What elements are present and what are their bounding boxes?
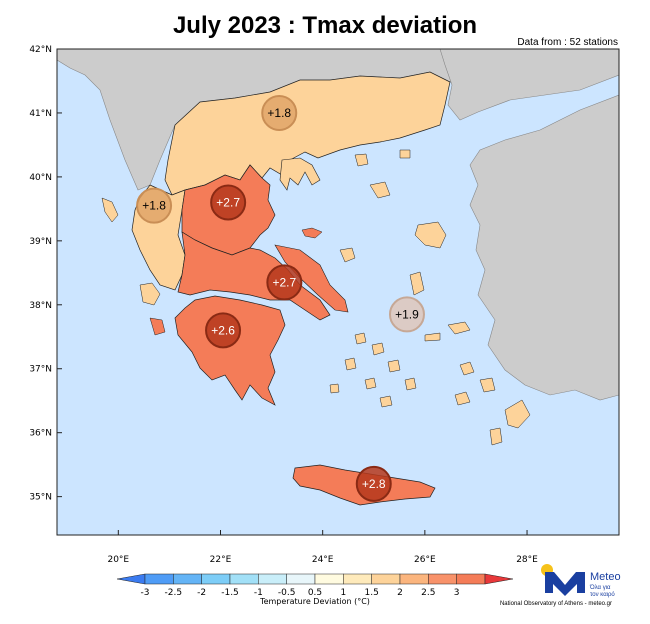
colorbar-segment	[144, 573, 174, 585]
colorbar-tick-label: -1	[254, 588, 263, 598]
colorbar-tick-label: 0.5	[308, 588, 322, 598]
deviation-bubble-label: +2.6	[211, 323, 235, 337]
colorbar-segment	[286, 573, 316, 585]
lesvos	[414, 221, 447, 249]
brand-tagline-2: τον καιρό	[590, 591, 615, 598]
colorbar: -3 -2.5 -2 -1.5 -1 -0.5 0.5 1 1.5 2 2.5 3	[116, 573, 514, 598]
colorbar-tick-label: -2.5	[165, 588, 183, 598]
deviation-bubble-label: +2.7	[273, 275, 297, 289]
credit-line: National Observatory of Athens - meteo.g…	[500, 601, 612, 607]
colorbar-tick-label: -1.5	[221, 588, 239, 598]
neighbour-turkey-europe	[439, 49, 619, 121]
lat-tick-label: 40°N	[29, 173, 52, 183]
colorbar-segment	[399, 573, 429, 585]
lon-tick-label: 24°E	[312, 555, 334, 565]
deviation-bubbles: +1.8 +1.8 +2.7 +2.7 +2.6 +1.9 +2.8	[136, 94, 425, 502]
lat-tick-label: 35°N	[29, 493, 52, 503]
colorbar-tick-label: 2	[397, 588, 403, 598]
thasos	[354, 153, 369, 167]
meteo-logo	[541, 564, 585, 596]
colorbar-tick-label: 2.5	[421, 588, 435, 598]
lat-tick-label: 37°N	[29, 365, 52, 375]
deviation-bubble-label: +1.8	[267, 106, 291, 120]
deviation-bubble-label: +1.8	[142, 199, 166, 213]
deviation-bubble	[266, 264, 303, 301]
colorbar-right-arrow	[484, 573, 514, 585]
cyclades	[329, 332, 417, 408]
latitude-axis: 42°N 41°N 40°N 39°N 38°N 37°N 36°N 35°N	[29, 45, 62, 503]
sporades	[301, 227, 323, 239]
colorbar-tick-label: -2	[197, 588, 206, 598]
deviation-bubble	[261, 94, 298, 131]
deviation-bubble	[205, 312, 242, 349]
chalkidiki	[279, 157, 321, 191]
lon-tick-label: 26°E	[414, 555, 436, 565]
dodecanese	[454, 361, 531, 446]
lon-tick-label: 28°E	[516, 555, 538, 565]
colorbar-left-arrow	[116, 573, 146, 585]
deviation-bubble-label: +1.9	[395, 307, 419, 321]
colorbar-segment	[173, 573, 202, 585]
region-peloponnese	[174, 295, 286, 406]
lon-tick-label: 22°E	[210, 555, 232, 565]
map-frame	[56, 48, 620, 536]
deviation-bubble-label: +2.8	[362, 477, 386, 491]
neighbour-turkey-asia	[469, 94, 619, 401]
colorbar-tick-label: 1	[340, 588, 346, 598]
lat-tick-label: 38°N	[29, 301, 52, 311]
colorbar-segment	[371, 573, 401, 585]
chios	[409, 271, 425, 296]
deviation-bubble	[136, 187, 173, 224]
lat-tick-label: 36°N	[29, 429, 52, 439]
colorbar-tick-label: 1.5	[365, 588, 379, 598]
kefalonia	[139, 282, 161, 306]
colorbar-segment	[456, 573, 486, 585]
colorbar-tick-label: -0.5	[278, 588, 296, 598]
deviation-bubble	[210, 184, 247, 221]
colorbar-segment	[201, 573, 231, 585]
lat-tick-label: 39°N	[29, 237, 52, 247]
map-area	[57, 49, 619, 535]
stations-note: Data from : 52 stations	[517, 37, 618, 48]
deviation-bubble	[388, 296, 425, 333]
deviation-bubble	[355, 465, 392, 502]
brand-tagline-1: Όλα για	[589, 585, 611, 591]
colorbar-segment	[314, 573, 344, 585]
colorbar-tick-label: 3	[454, 588, 460, 598]
deviation-bubble-label: +2.7	[216, 195, 240, 209]
samothraki	[399, 149, 411, 159]
map-title: July 2023 : Tmax deviation	[172, 12, 478, 39]
longitude-axis: 20°E 22°E 24°E 26°E 28°E	[107, 530, 538, 565]
colorbar-segment	[258, 573, 287, 585]
zakynthos	[149, 317, 166, 336]
lemnos	[369, 181, 391, 199]
colorbar-segment	[343, 573, 372, 585]
corfu	[101, 197, 119, 223]
lat-tick-label: 42°N	[29, 45, 52, 55]
lon-tick-label: 20°E	[107, 555, 129, 565]
samos	[447, 321, 471, 335]
m-logo-icon	[545, 572, 585, 596]
brand-name: Meteo	[590, 571, 621, 583]
colorbar-segment	[229, 573, 259, 585]
lat-tick-label: 41°N	[29, 109, 52, 119]
colorbar-tick-label: -3	[141, 588, 150, 598]
ikaria	[424, 332, 441, 342]
colorbar-segment	[428, 573, 457, 585]
skyros	[339, 247, 356, 263]
colorbar-label: Temperature Deviation (°C)	[259, 597, 370, 606]
